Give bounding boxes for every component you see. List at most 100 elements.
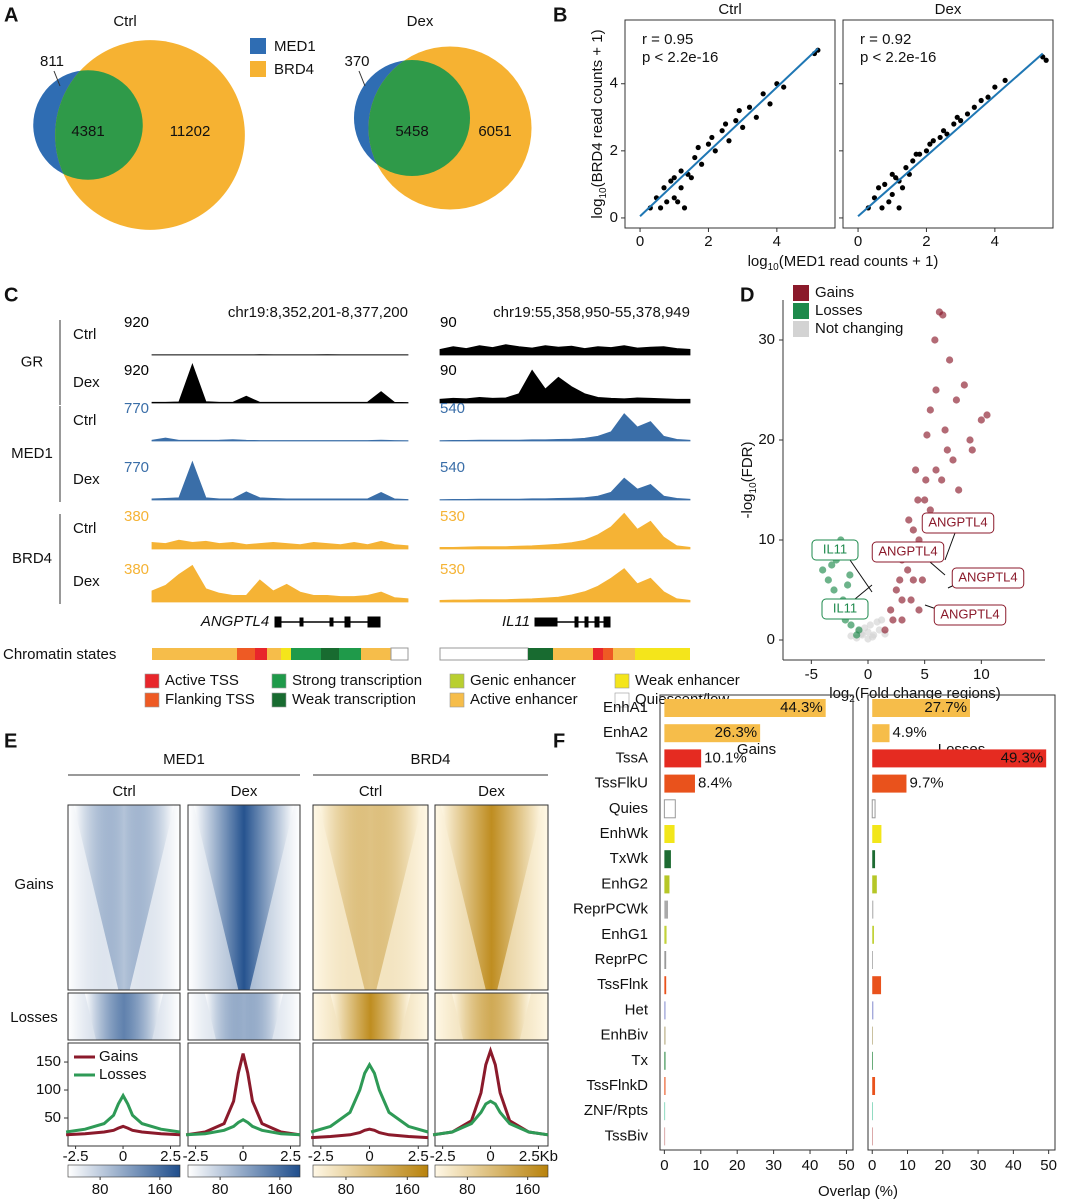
signal-track: [151, 363, 409, 404]
profile-line: [432, 1046, 549, 1137]
leader-line: [854, 584, 873, 600]
x-tick-label: 40: [802, 1157, 819, 1174]
legend-label: Gains: [99, 1048, 138, 1065]
category-label: ReprPC: [595, 951, 649, 968]
x-tick-label: 5: [920, 666, 928, 683]
label-part: 2: [849, 694, 855, 705]
point: [688, 175, 694, 181]
value-label: 9.7%: [909, 775, 943, 792]
x-tick-label: -2.5: [430, 1148, 456, 1165]
track-scale: 770: [124, 400, 149, 417]
x-tick-label: 0: [660, 1157, 668, 1174]
point: [958, 118, 964, 124]
bar: [664, 724, 761, 743]
category-label: Het: [625, 1001, 649, 1018]
colorbar-tick-label: 80: [212, 1181, 229, 1198]
x-axis-label: Overlap (%): [818, 1183, 898, 1200]
point: [905, 516, 913, 524]
bar: [664, 1001, 666, 1020]
point: [926, 406, 934, 414]
point: [932, 466, 940, 474]
bar: [872, 699, 970, 717]
track-scale: 770: [124, 459, 149, 476]
signal-track: [151, 564, 409, 603]
value-label: 49.3%: [1001, 749, 1044, 766]
colorbar-tick-label: 160: [267, 1181, 292, 1198]
panel-label: C: [4, 284, 18, 306]
x-tick-label: 2: [922, 233, 930, 250]
legend-label: Active enhancer: [470, 691, 578, 708]
annotation: ANGPTL4: [940, 606, 999, 621]
point: [944, 131, 950, 137]
point: [678, 185, 684, 191]
track-scale: 920: [124, 314, 149, 331]
heatmap-frame: [434, 804, 549, 991]
value-label: 8.4%: [698, 775, 732, 792]
venn-count: 6051: [478, 123, 511, 140]
point: [896, 205, 902, 211]
bar: [664, 1051, 666, 1070]
label-part: (FDR): [739, 442, 756, 483]
x-tick-label: -5: [805, 666, 818, 683]
x-tick-label: 50: [1040, 1157, 1057, 1174]
bar: [872, 976, 882, 995]
bar: [664, 1127, 666, 1146]
track-scale: 920: [124, 362, 149, 379]
colorbar-tick-label: 80: [338, 1181, 355, 1198]
bar: [872, 774, 907, 793]
value-label: 26.3%: [715, 724, 758, 741]
profile-line: [65, 1092, 181, 1134]
chromatin-state-bars: [152, 647, 690, 661]
point: [695, 144, 701, 151]
point: [964, 111, 971, 117]
label-part: -log: [739, 493, 756, 518]
x-tick-label: 10: [973, 666, 990, 683]
annotation: ANGPTL4: [878, 543, 937, 558]
category-label: EnhWk: [600, 825, 649, 842]
profile-line: [185, 1053, 301, 1137]
bar: [872, 825, 882, 843]
point: [913, 151, 919, 157]
group-label: BRD4: [12, 550, 52, 567]
label-part: log: [829, 685, 849, 702]
annotation: r = 0.95: [642, 31, 693, 48]
leader-line: [929, 561, 946, 576]
point: [898, 596, 906, 604]
colorbar-tick-label: 160: [147, 1181, 172, 1198]
x-tick-label: 0: [365, 1148, 373, 1165]
panel-label: E: [4, 730, 17, 752]
legend-label: BRD4: [274, 61, 314, 78]
annotation-box: [871, 541, 945, 563]
bar: [664, 825, 675, 843]
heatmap-core: [440, 805, 543, 990]
plot-title: Gains: [737, 741, 776, 758]
point: [722, 121, 729, 127]
point: [893, 175, 899, 181]
condition-label: Ctrl: [73, 520, 96, 537]
point: [847, 632, 855, 640]
leader-line: [944, 532, 956, 561]
bar: [664, 749, 702, 768]
bar: [872, 724, 890, 743]
annotation: r = 0.92: [860, 31, 911, 48]
colorbar: [67, 1164, 181, 1178]
profile-line: [432, 1099, 549, 1137]
point: [926, 506, 934, 514]
point: [868, 633, 877, 641]
annotation-box: [933, 604, 1007, 626]
category-label: TxWk: [610, 850, 649, 867]
signal-track: [439, 344, 691, 356]
condition-label: Dex: [73, 471, 100, 488]
condition-label: Dex: [73, 374, 100, 391]
signal-track: [439, 413, 691, 442]
point: [709, 134, 715, 141]
legend-swatch: [250, 38, 266, 54]
legend-swatch: [614, 673, 630, 689]
venn-title: Dex: [407, 13, 434, 30]
bar: [664, 1102, 666, 1121]
heatmap-frame: [434, 992, 549, 1041]
row-label: Gains: [14, 876, 53, 893]
point: [726, 138, 732, 144]
point: [977, 416, 985, 424]
point: [736, 107, 742, 114]
